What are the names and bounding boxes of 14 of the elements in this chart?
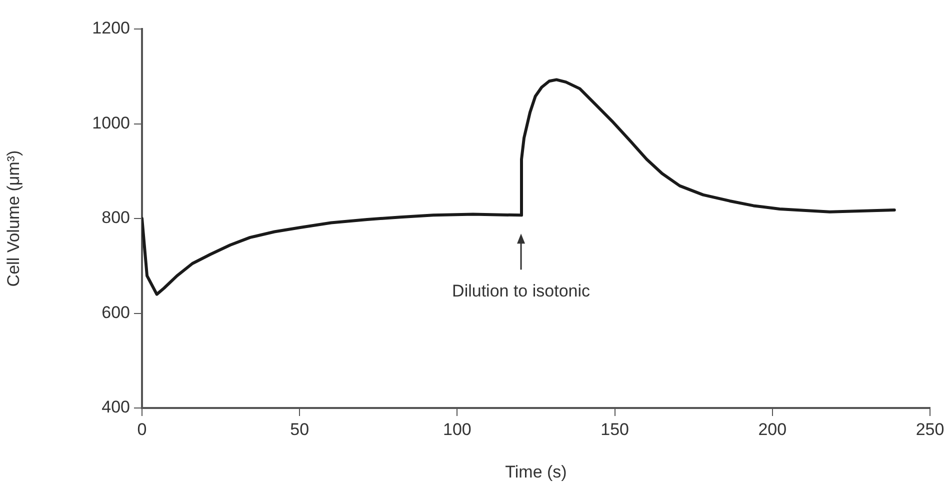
y-axis-title: Cell Volume (μm³) xyxy=(4,150,23,287)
x-tick-label: 150 xyxy=(600,420,629,439)
y-tick-label: 800 xyxy=(102,208,130,228)
x-axis-title: Time (s) xyxy=(505,462,567,482)
y-tick-label: 1200 xyxy=(92,18,130,38)
x-tick-label: 200 xyxy=(758,420,787,439)
y-tick-label: 600 xyxy=(102,302,130,322)
annotation: Dilution to isotonic xyxy=(452,281,591,300)
y-tick-label: 400 xyxy=(102,398,130,417)
x-tick-label: 50 xyxy=(290,420,310,439)
y-tick-label: 1000 xyxy=(92,113,130,132)
x-tick-label: 250 xyxy=(916,420,944,439)
x-tick-label: 100 xyxy=(443,420,472,439)
x-tick-label: 0 xyxy=(137,420,147,439)
